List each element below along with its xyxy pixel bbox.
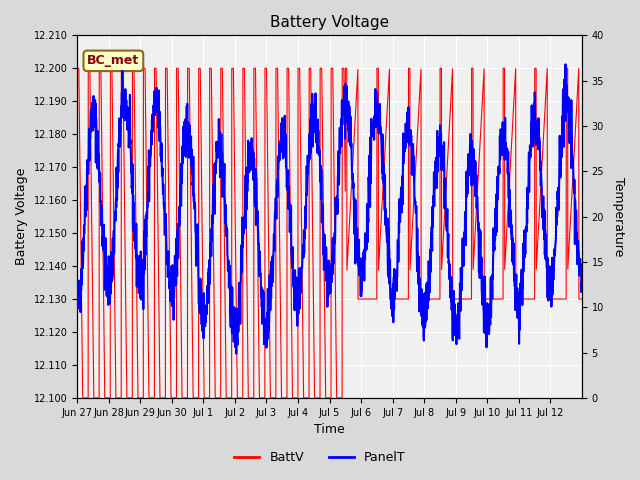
Text: BC_met: BC_met [87, 54, 140, 67]
Y-axis label: Temperature: Temperature [612, 177, 625, 256]
Y-axis label: Battery Voltage: Battery Voltage [15, 168, 28, 265]
X-axis label: Time: Time [314, 423, 345, 436]
Legend: BattV, PanelT: BattV, PanelT [229, 446, 411, 469]
Title: Battery Voltage: Battery Voltage [270, 15, 389, 30]
